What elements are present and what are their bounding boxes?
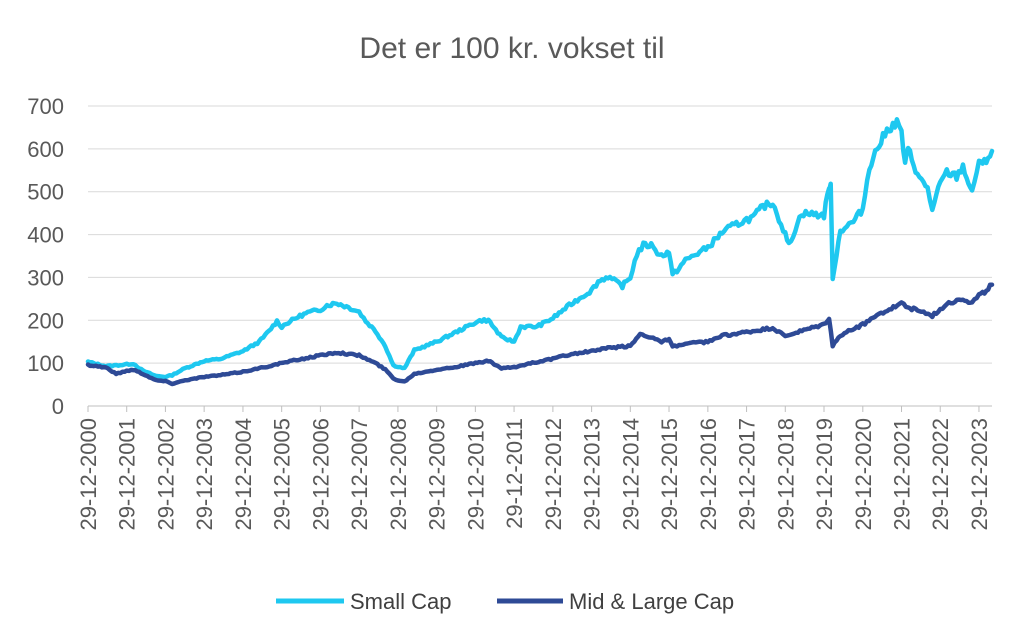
- x-tick-label: 29-12-2011: [502, 418, 527, 529]
- x-tick-label: 29-12-2004: [231, 418, 256, 531]
- legend-label: Mid & Large Cap: [569, 589, 734, 614]
- y-tick-label: 100: [27, 351, 64, 376]
- y-tick-label: 0: [52, 394, 64, 419]
- x-tick-label: 29-12-2015: [657, 418, 682, 531]
- legend-label: Small Cap: [350, 589, 451, 614]
- x-tick-label: 29-12-2013: [580, 418, 605, 531]
- x-tick-label: 29-12-2009: [425, 418, 450, 531]
- series-line-small-cap: [85, 117, 995, 380]
- x-tick-label: 29-12-2022: [928, 418, 953, 531]
- x-tick-label: 29-12-2010: [463, 418, 488, 531]
- x-tick-label: 29-12-2012: [541, 418, 566, 531]
- x-tick-label: 29-12-2002: [153, 418, 178, 531]
- gridlines: [88, 105, 992, 407]
- x-tick-label: 29-12-2000: [76, 418, 101, 531]
- x-tick-label: 29-12-2014: [618, 418, 643, 531]
- series-line-mid-large-cap: [85, 282, 995, 387]
- series-lines: [85, 117, 995, 387]
- y-tick-label: 400: [27, 223, 64, 248]
- x-tick-label: 29-12-2003: [192, 418, 217, 531]
- x-tick-label: 29-12-2006: [308, 418, 333, 531]
- x-tick-label: 29-12-2017: [735, 418, 760, 531]
- x-tick-label: 29-12-2016: [696, 418, 721, 531]
- chart-title: Det er 100 kr. vokset til: [359, 32, 664, 65]
- x-tick-label: 29-12-2021: [890, 418, 915, 531]
- x-tick-label: 29-12-2005: [270, 418, 295, 531]
- x-tick-label: 29-12-2019: [812, 418, 837, 531]
- y-tick-label: 600: [27, 137, 64, 162]
- y-tick-label: 700: [27, 94, 64, 119]
- x-tick-label: 29-12-2007: [347, 418, 372, 531]
- y-axis-tick-labels: 0 100 200 300 400 500 600 700: [27, 94, 64, 419]
- y-tick-label: 500: [27, 180, 64, 205]
- x-tick-label: 29-12-2001: [115, 418, 140, 531]
- x-tick-label: 29-12-2018: [773, 418, 798, 531]
- legend: Small Cap Mid & Large Cap: [276, 589, 734, 614]
- x-tick-label: 29-12-2008: [386, 418, 411, 531]
- y-tick-label: 200: [27, 308, 64, 333]
- x-tick-label: 29-12-2020: [851, 418, 876, 531]
- x-tick-label: 29-12-2023: [967, 418, 992, 531]
- y-tick-label: 300: [27, 265, 64, 290]
- x-axis-tick-labels: 29-12-2000 29-12-2001 29-12-2002 29-12-2003…: [76, 406, 992, 531]
